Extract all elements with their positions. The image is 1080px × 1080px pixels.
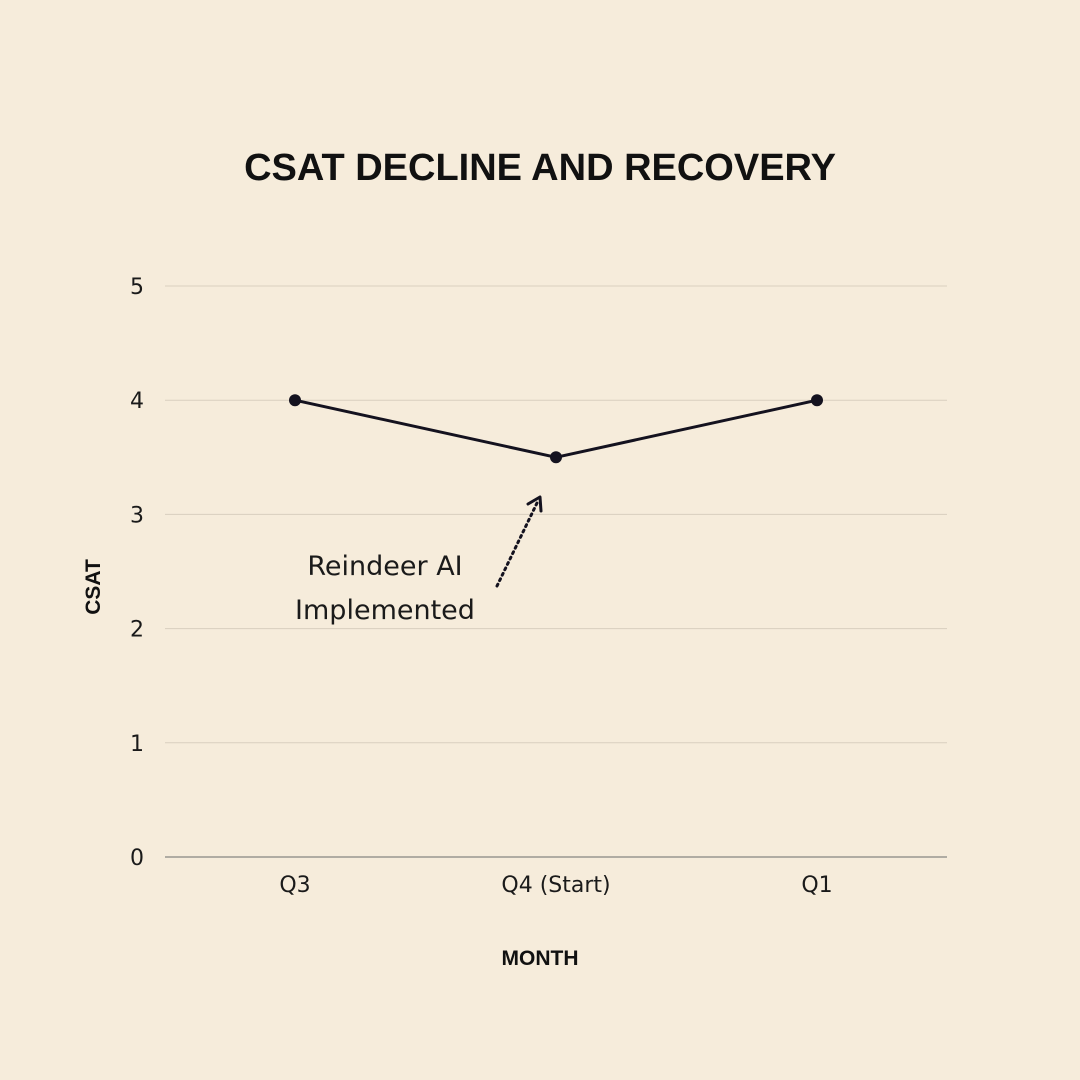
x-tick-label: Q4 (Start): [501, 873, 610, 898]
y-tick-label: 4: [130, 389, 144, 414]
y-axis-ticks: 0 1 2 3 4 5: [130, 275, 144, 871]
x-axis-ticks: Q3 Q4 (Start) Q1: [279, 873, 832, 898]
series-line: [294, 398, 818, 459]
annotation-arrow-shaft: [495, 501, 539, 588]
y-tick-label: 0: [130, 846, 144, 871]
annotation-line-1: Reindeer AI: [307, 551, 462, 582]
y-tick-label: 1: [130, 732, 144, 757]
series-group: [289, 394, 823, 464]
y-tick-label: 2: [130, 618, 144, 643]
annotation: Reindeer AI Implemented: [295, 495, 543, 626]
x-axis-title: MONTH: [502, 947, 579, 970]
x-tick-label: Q3: [279, 873, 310, 898]
y-tick-label: 3: [130, 503, 144, 528]
y-tick-label: 5: [130, 275, 144, 300]
y-axis-title: CSAT: [82, 559, 105, 615]
chart-title: CSAT DECLINE AND RECOVERY: [244, 147, 836, 189]
annotation-line-2: Implemented: [295, 595, 475, 626]
x-tick-label: Q1: [801, 873, 832, 898]
data-point: [811, 394, 823, 407]
annotation-arrow-head: [526, 495, 543, 513]
data-point: [289, 394, 301, 407]
data-point: [550, 451, 562, 464]
gridlines: [165, 285, 947, 858]
